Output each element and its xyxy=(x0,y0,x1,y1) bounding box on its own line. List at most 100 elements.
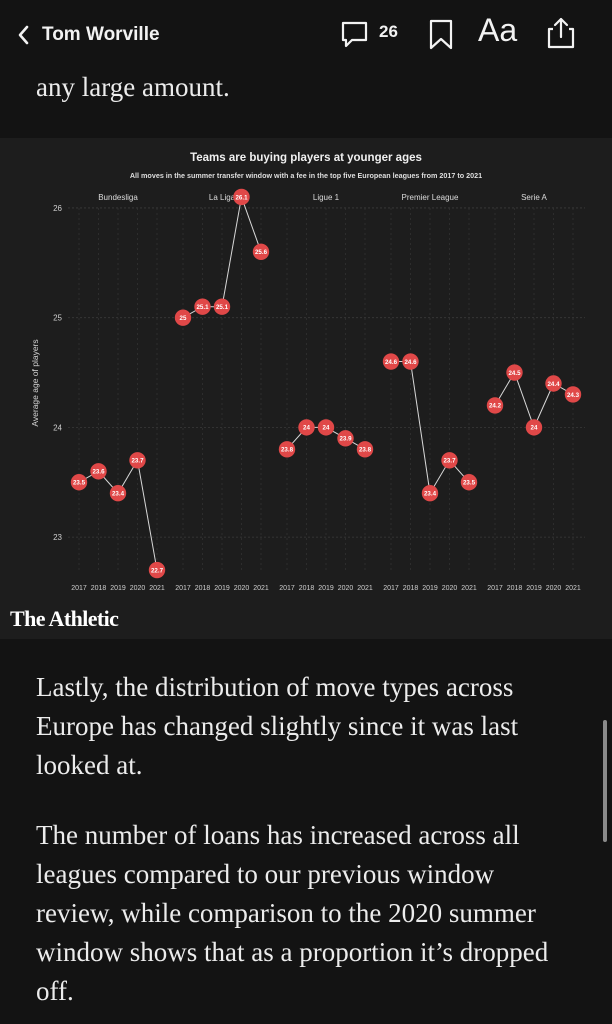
x-tick-label: 2018 xyxy=(507,585,523,592)
top-nav-bar: Tom Worville 26 Aa xyxy=(0,0,612,72)
x-tick-label: 2020 xyxy=(546,585,562,592)
bookmark-icon[interactable] xyxy=(428,19,454,51)
facet-label: Premier League xyxy=(402,193,459,202)
data-label: 22.7 xyxy=(151,567,164,574)
data-point xyxy=(486,397,504,414)
back-button[interactable]: Tom Worville xyxy=(16,20,160,50)
data-label: 23.5 xyxy=(73,480,86,487)
y-tick-label: 26 xyxy=(53,204,62,213)
chart-subtitle: All moves in the summer transfer window … xyxy=(130,171,482,180)
x-tick-label: 2017 xyxy=(279,585,295,592)
data-point xyxy=(90,463,107,480)
x-tick-label: 2020 xyxy=(442,585,458,592)
data-label: 25.6 xyxy=(255,249,268,256)
data-label: 23.5 xyxy=(463,480,476,487)
data-point xyxy=(174,309,192,326)
data-point xyxy=(441,452,458,469)
x-tick-label: 2018 xyxy=(195,585,211,592)
data-point xyxy=(382,353,400,370)
article-paragraph: any large amount. xyxy=(36,72,230,102)
data-point xyxy=(337,430,354,447)
data-label: 23.6 xyxy=(92,469,105,476)
data-label: 25.1 xyxy=(196,304,209,311)
data-label: 24.4 xyxy=(547,381,560,388)
data-point xyxy=(564,386,582,403)
x-tick-label: 2021 xyxy=(253,585,269,592)
data-label: 25 xyxy=(180,315,187,322)
share-icon[interactable] xyxy=(544,16,578,50)
data-point xyxy=(298,419,315,436)
x-tick-label: 2021 xyxy=(357,585,373,592)
scrollbar-thumb[interactable] xyxy=(603,720,607,842)
x-tick-label: 2017 xyxy=(71,585,87,592)
data-label: 23.9 xyxy=(339,436,352,443)
x-tick-label: 2017 xyxy=(175,585,191,592)
x-tick-label: 2020 xyxy=(130,585,146,592)
data-point xyxy=(233,188,250,206)
data-label: 24 xyxy=(303,425,310,432)
x-tick-label: 2020 xyxy=(234,585,250,592)
data-point xyxy=(278,441,296,458)
data-point xyxy=(460,474,478,491)
x-tick-label: 2019 xyxy=(110,585,126,592)
facet-label: Bundesliga xyxy=(98,193,138,202)
data-point xyxy=(356,441,374,458)
data-label: 24 xyxy=(323,425,330,432)
x-tick-label: 2021 xyxy=(461,585,477,592)
data-label: 23.8 xyxy=(281,447,294,454)
x-tick-label: 2019 xyxy=(214,585,230,592)
chevron-left-icon xyxy=(18,25,29,45)
x-tick-label: 2019 xyxy=(526,585,542,592)
data-point xyxy=(252,243,270,261)
facet-label: Serie A xyxy=(521,193,547,202)
data-point xyxy=(194,298,211,315)
data-label: 24.3 xyxy=(567,392,580,399)
data-label: 23.8 xyxy=(359,447,372,454)
the-athletic-logo: The Athletic xyxy=(10,606,119,631)
data-label: 24.5 xyxy=(508,370,521,377)
y-tick-label: 23 xyxy=(53,533,62,542)
y-tick-label: 25 xyxy=(53,314,62,323)
data-point xyxy=(70,474,88,491)
x-tick-label: 2019 xyxy=(422,585,438,592)
data-label: 24.6 xyxy=(404,359,417,366)
x-tick-label: 2017 xyxy=(487,585,503,592)
article-paragraph: Lastly, the distribution of move types a… xyxy=(36,672,519,780)
x-tick-label: 2018 xyxy=(91,585,107,592)
comment-icon[interactable] xyxy=(340,20,370,50)
data-label: 25.1 xyxy=(216,304,229,311)
x-tick-label: 2017 xyxy=(383,585,399,592)
data-point xyxy=(421,485,439,502)
data-label: 23.7 xyxy=(443,458,456,465)
article-paragraph: The number of loans has increased across… xyxy=(36,820,549,1006)
data-label: 24.6 xyxy=(385,359,398,366)
y-tick-label: 24 xyxy=(53,423,62,432)
facet-label: Ligue 1 xyxy=(313,193,340,202)
text-size-button[interactable]: Aa xyxy=(478,12,518,48)
comment-count[interactable]: 26 xyxy=(379,22,398,41)
x-tick-label: 2018 xyxy=(403,585,419,592)
data-point xyxy=(545,375,562,392)
data-point xyxy=(129,452,146,469)
data-label: 24.2 xyxy=(489,403,502,410)
data-label: 26.1 xyxy=(235,194,248,201)
x-tick-label: 2018 xyxy=(299,585,315,592)
data-point xyxy=(506,364,523,381)
x-tick-label: 2021 xyxy=(149,585,165,592)
facet-label: La Liga xyxy=(209,193,236,202)
y-axis-label: Average age of players xyxy=(30,339,40,426)
chart-svg: Teams are buying players at younger ages… xyxy=(30,152,585,592)
data-label: 23.7 xyxy=(131,458,144,465)
chart-title: Teams are buying players at younger ages xyxy=(190,152,422,164)
data-label: 23.4 xyxy=(424,491,437,498)
data-label: 23.4 xyxy=(112,491,125,498)
data-label: 24 xyxy=(531,425,538,432)
chart-panel: Teams are buying players at younger ages… xyxy=(0,138,612,639)
data-point xyxy=(148,561,166,579)
author-name: Tom Worville xyxy=(42,24,160,45)
data-point xyxy=(525,419,543,436)
x-tick-label: 2021 xyxy=(565,585,581,592)
x-tick-label: 2019 xyxy=(318,585,334,592)
data-point xyxy=(213,298,231,315)
data-point xyxy=(109,485,127,502)
